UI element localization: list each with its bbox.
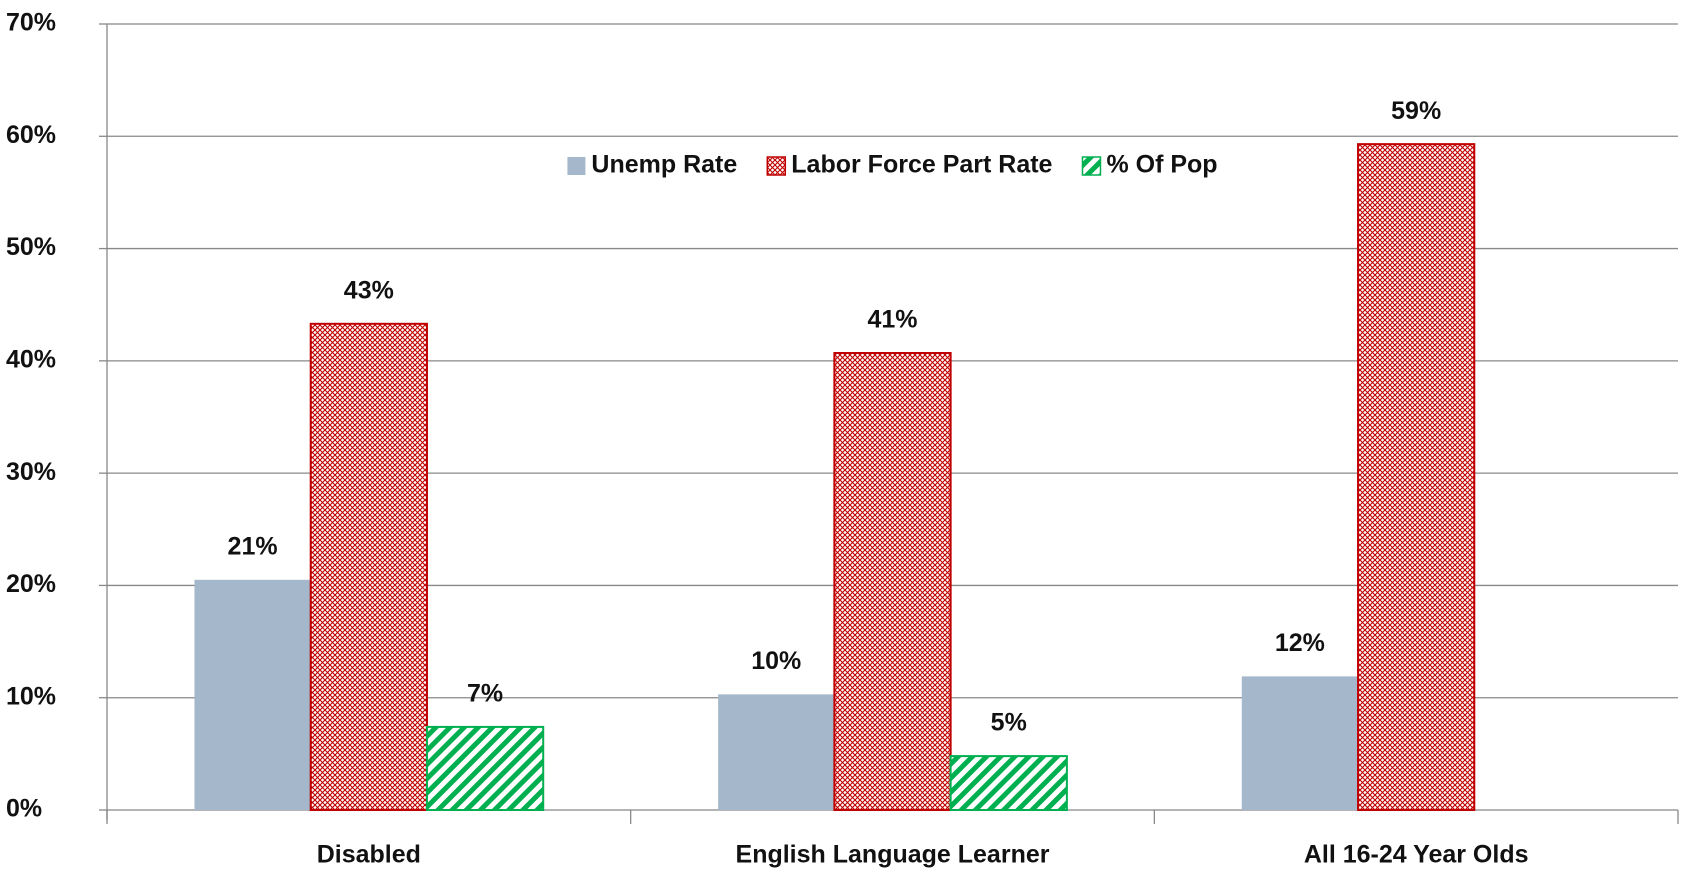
legend-swatch: [1081, 156, 1102, 176]
bar: [194, 579, 311, 810]
bar: [949, 755, 1068, 811]
x-tick-label: All 16-24 Year Olds: [1304, 841, 1529, 869]
data-label: 21%: [228, 532, 278, 560]
bar: [718, 694, 835, 810]
bar: [309, 322, 428, 811]
y-tick-label: 10%: [6, 682, 56, 710]
y-tick-label: 20%: [6, 570, 56, 598]
y-tick-label: 40%: [6, 345, 56, 373]
data-label: 59%: [1391, 97, 1441, 125]
data-label: 5%: [991, 709, 1027, 737]
legend-label: Unemp Rate: [591, 151, 737, 179]
y-tick-label: 60%: [6, 121, 56, 149]
legend-swatch: [567, 157, 586, 175]
y-tick-label: 50%: [6, 233, 56, 261]
data-label: 43%: [344, 276, 394, 304]
legend-swatch: [766, 156, 787, 176]
x-tick-label: English Language Learner: [736, 841, 1050, 869]
y-tick-label: 70%: [6, 9, 56, 37]
bar: [833, 351, 952, 811]
bar: [425, 725, 545, 811]
data-label: 41%: [867, 306, 917, 334]
data-label: 7%: [467, 680, 503, 708]
legend-label: Labor Force Part Rate: [791, 151, 1052, 179]
y-tick-label: 30%: [6, 458, 56, 486]
bar: [1241, 676, 1359, 810]
bar: [1357, 143, 1476, 812]
data-label: 10%: [751, 647, 801, 675]
y-tick-label: 0%: [6, 795, 42, 823]
data-label: 12%: [1275, 629, 1325, 657]
x-tick-label: Disabled: [317, 841, 421, 869]
legend-label: % Of Pop: [1106, 151, 1217, 179]
